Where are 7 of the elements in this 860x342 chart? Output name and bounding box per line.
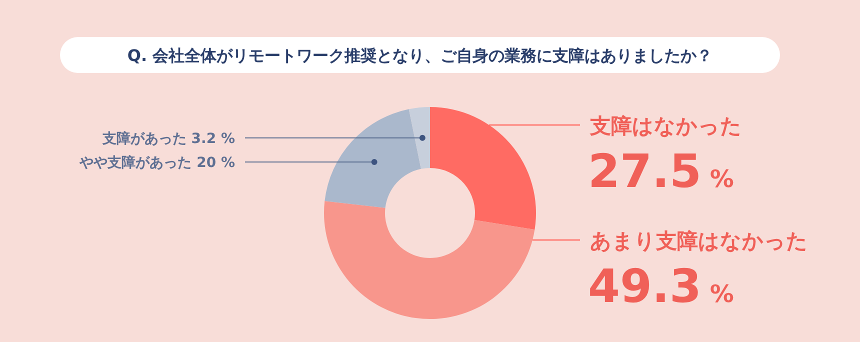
slice-label: やや支障があった 20 % xyxy=(78,154,235,172)
slice-label: あまり支障はなかった xyxy=(590,229,808,253)
slice-label: 支障があった 3.2 % xyxy=(101,130,235,147)
chart-title: Q. 会社全体がリモートワーク推奨となり、ご自身の業務に支障はありましたか？ xyxy=(127,46,713,65)
data-label: 27.5 % xyxy=(588,144,734,198)
data-label: 49.3 % xyxy=(588,259,734,313)
slice-label: 支障はなかった xyxy=(589,114,742,138)
